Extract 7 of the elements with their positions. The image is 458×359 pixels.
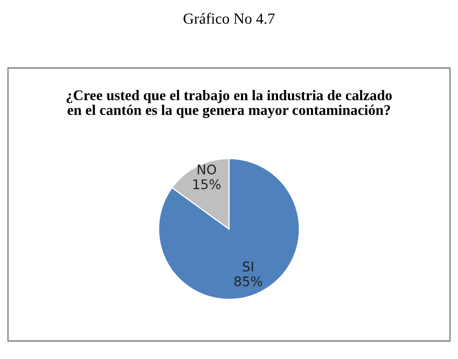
chart-subtitle: ¿Cree usted que el trabajo en la industria de calzado en el cantón es la que genera mayor contaminación? — [66, 90, 392, 118]
data-label: 15% — [193, 179, 221, 190]
pie-slice — [158, 158, 300, 300]
slice-label: SI — [242, 262, 254, 272]
chart-title: Gráfico No 4.7 — [184, 12, 275, 24]
slice-label: NO — [198, 164, 216, 174]
data-label: 85% — [234, 276, 262, 286]
